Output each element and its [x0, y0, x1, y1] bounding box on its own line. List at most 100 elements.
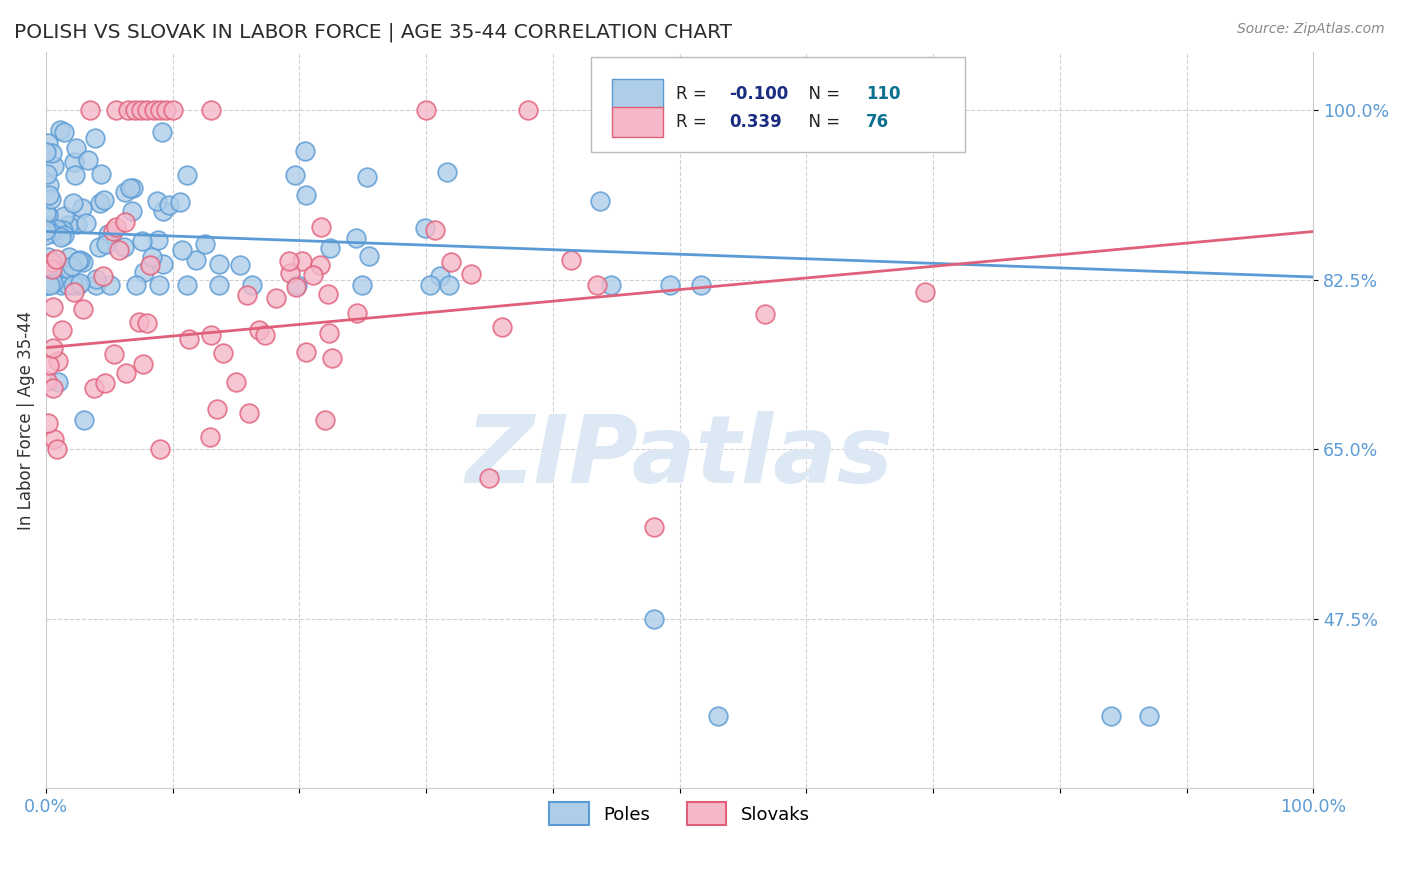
Point [308, 259, 330, 273]
Point [460, 267, 482, 281]
Point [75, 216, 97, 230]
Point [79, 103, 101, 118]
Point [294, 144, 316, 158]
Point [294, 345, 316, 359]
Point [318, 326, 340, 341]
Text: R =: R = [676, 85, 711, 103]
Point [48, 123, 70, 137]
Point [52, 227, 75, 242]
Point [236, 287, 259, 301]
FancyBboxPatch shape [613, 78, 664, 110]
Point [152, 257, 174, 271]
Point [42, 261, 65, 276]
Point [356, 170, 378, 185]
Point [35, 206, 58, 220]
Point [124, 103, 146, 118]
Point [176, 277, 198, 292]
Point [42, 300, 65, 314]
Point [643, 520, 665, 534]
Point [318, 241, 340, 255]
Point [301, 268, 323, 283]
Text: 110: 110 [866, 85, 900, 103]
Point [62, 277, 84, 292]
Point [41, 145, 63, 160]
Point [35, 145, 58, 159]
Point [76, 153, 98, 168]
Point [37, 250, 59, 264]
Point [278, 266, 301, 280]
Point [560, 252, 582, 267]
Point [316, 287, 339, 301]
Point [51, 230, 73, 244]
Point [152, 204, 174, 219]
Point [194, 237, 217, 252]
Point [589, 194, 612, 209]
Point [38, 178, 60, 193]
Point [121, 204, 143, 219]
Point [66, 277, 89, 292]
Point [62, 195, 84, 210]
Point [754, 307, 776, 321]
Point [94, 237, 117, 252]
Point [198, 430, 221, 444]
Point [1099, 708, 1122, 723]
Point [45, 221, 67, 235]
Text: ZIPatlas: ZIPatlas [465, 411, 894, 503]
Text: 76: 76 [866, 113, 889, 131]
Point [35, 221, 58, 235]
Point [44, 432, 66, 446]
Point [247, 323, 270, 337]
Point [157, 198, 180, 212]
Point [264, 291, 287, 305]
Point [41, 255, 63, 269]
Point [84, 272, 107, 286]
Point [136, 317, 159, 331]
Point [278, 254, 301, 268]
Point [35, 223, 58, 237]
Point [208, 277, 231, 292]
Point [148, 233, 170, 247]
Point [41, 261, 63, 276]
Point [46, 354, 69, 368]
Point [108, 244, 131, 258]
Point [212, 346, 235, 360]
Point [37, 417, 59, 431]
Point [155, 103, 177, 118]
Point [69, 276, 91, 290]
Point [129, 103, 152, 118]
Point [42, 341, 65, 355]
Point [184, 252, 207, 267]
Text: R =: R = [676, 113, 711, 131]
Point [38, 219, 60, 233]
FancyBboxPatch shape [591, 57, 965, 152]
Point [105, 219, 128, 234]
Point [114, 186, 136, 200]
Point [56, 277, 79, 292]
Point [179, 332, 201, 346]
Point [90, 167, 112, 181]
Point [37, 209, 59, 223]
Point [346, 306, 368, 320]
Point [94, 376, 117, 390]
Point [38, 277, 60, 292]
Point [52, 223, 75, 237]
Point [169, 194, 191, 209]
Point [35, 277, 58, 292]
Point [437, 277, 460, 292]
Point [478, 471, 501, 485]
Point [93, 194, 115, 208]
Point [429, 268, 451, 283]
Point [240, 277, 263, 292]
Point [415, 221, 437, 235]
Point [38, 358, 60, 372]
Point [58, 250, 80, 264]
Point [83, 381, 105, 395]
Point [45, 442, 67, 457]
Point [117, 103, 139, 118]
Point [84, 131, 107, 145]
Point [285, 277, 308, 292]
Point [89, 196, 111, 211]
Point [120, 181, 142, 195]
Point [49, 277, 72, 292]
Point [42, 380, 65, 394]
